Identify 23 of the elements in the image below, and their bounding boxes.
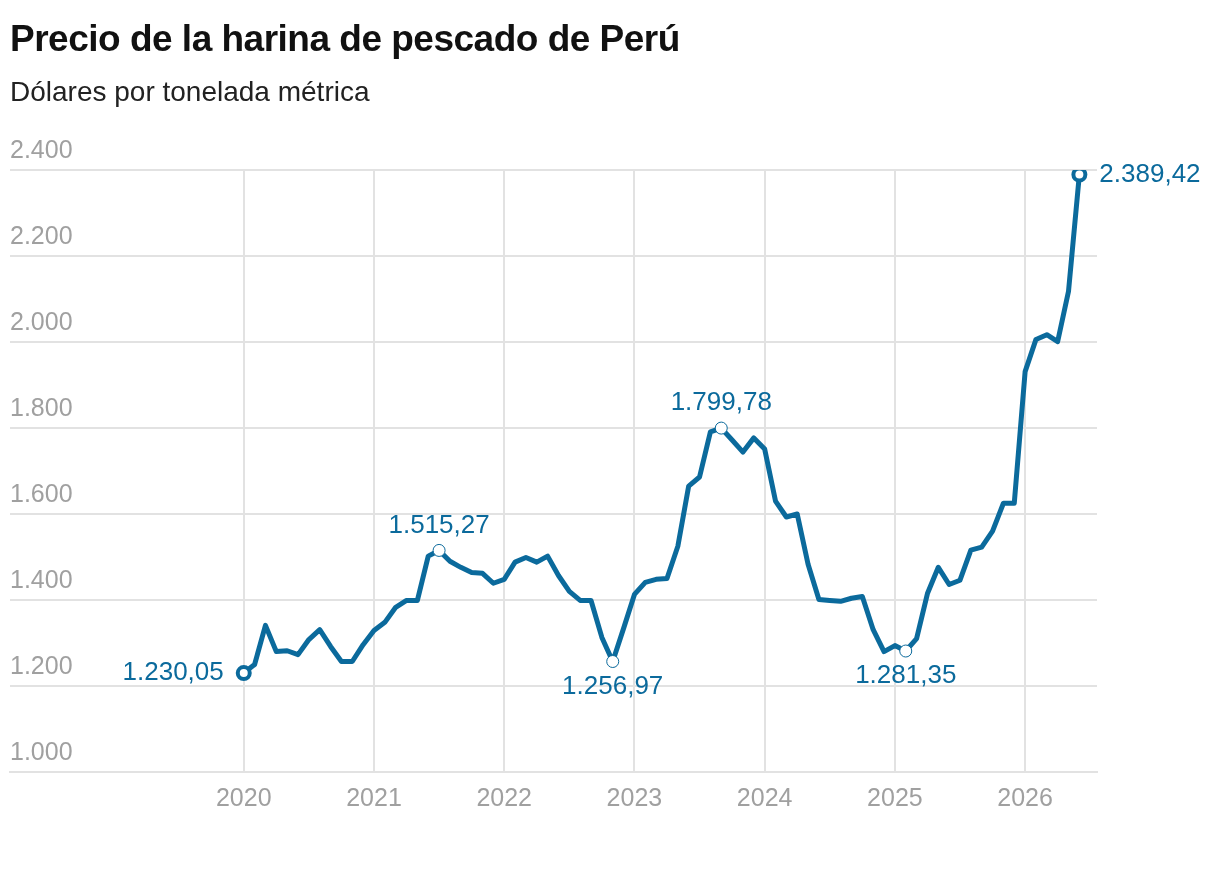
x-tick-label: 2021 <box>346 782 402 811</box>
y-tick-label: 1.600 <box>10 478 73 507</box>
data-label: 1.256,97 <box>562 669 664 700</box>
x-tick-label: 2024 <box>736 782 793 811</box>
x-tick-label: 2020 <box>215 782 272 811</box>
data-label: 1.515,27 <box>388 508 490 539</box>
data-label: 2.389,42 <box>1099 157 1201 188</box>
data-label: 1.230,05 <box>122 656 224 687</box>
x-tick-label: 2025 <box>867 782 923 811</box>
y-tick-label: 2.200 <box>10 220 73 249</box>
y-tick-label: 2.000 <box>10 306 73 335</box>
x-tick-label: 2022 <box>476 782 533 811</box>
data-label: 1.799,78 <box>670 386 772 417</box>
x-tick-label: 2026 <box>997 782 1053 811</box>
y-tick-label: 1.000 <box>10 736 73 765</box>
data-label: 1.281,35 <box>855 659 957 690</box>
x-tick-label: 2023 <box>606 782 663 811</box>
y-tick-label: 1.200 <box>10 650 73 679</box>
chart-subtitle: Dólares por tonelada métrica <box>10 76 370 108</box>
chart-title: Precio de la harina de pescado de Perú <box>10 18 680 60</box>
y-tick-label: 1.400 <box>10 564 73 593</box>
y-tick-label: 2.400 <box>10 134 73 163</box>
y-tick-label: 1.800 <box>10 392 73 421</box>
